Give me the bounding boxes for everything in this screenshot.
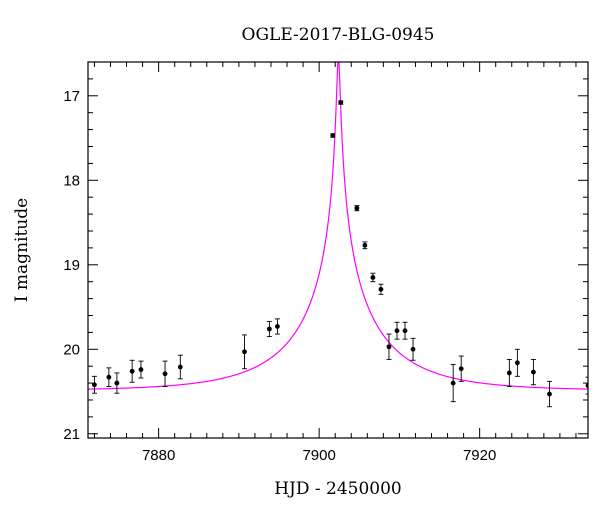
data-point — [162, 371, 168, 377]
data-point — [106, 374, 112, 380]
data-point — [92, 382, 97, 388]
data-point — [450, 380, 456, 386]
y-tick-label: 19 — [63, 257, 80, 274]
data-point — [386, 344, 392, 350]
data-point — [354, 205, 360, 211]
y-axis-label: I magnitude — [12, 198, 32, 302]
y-tick-label: 21 — [63, 426, 80, 443]
chart-title: OGLE-2017-BLG-0945 — [242, 25, 435, 45]
data-point — [370, 275, 376, 280]
data-point — [275, 324, 280, 329]
data-point — [338, 100, 344, 105]
data-point — [402, 328, 408, 334]
data-point — [242, 349, 247, 355]
data-point — [138, 367, 144, 372]
x-axis-label: HJD - 2450000 — [274, 479, 402, 499]
data-point — [129, 368, 135, 374]
data-point — [458, 366, 464, 372]
model-curve — [88, 62, 588, 390]
data-point — [362, 242, 368, 248]
data-point — [330, 133, 336, 138]
data-point — [531, 369, 536, 375]
data-point — [378, 286, 384, 292]
y-tick-label: 20 — [63, 341, 80, 358]
axis-ticks: 7880 7900 7920 17 18 19 20 21 — [63, 61, 588, 464]
data-point — [394, 328, 400, 334]
data-point — [514, 360, 520, 366]
x-tick-label: 7880 — [142, 447, 175, 464]
y-tick-label: 18 — [63, 172, 80, 189]
data-point — [547, 391, 552, 397]
y-tick-label: 17 — [63, 88, 80, 105]
plot-area — [88, 62, 588, 408]
data-point — [177, 364, 183, 370]
data-point — [114, 380, 120, 386]
x-tick-label: 7900 — [302, 447, 335, 464]
data-points — [91, 100, 588, 408]
x-tick-label: 7920 — [463, 447, 496, 464]
data-point — [506, 370, 512, 376]
data-point — [410, 346, 416, 352]
plot-frame — [87, 61, 589, 439]
data-point — [266, 326, 272, 332]
